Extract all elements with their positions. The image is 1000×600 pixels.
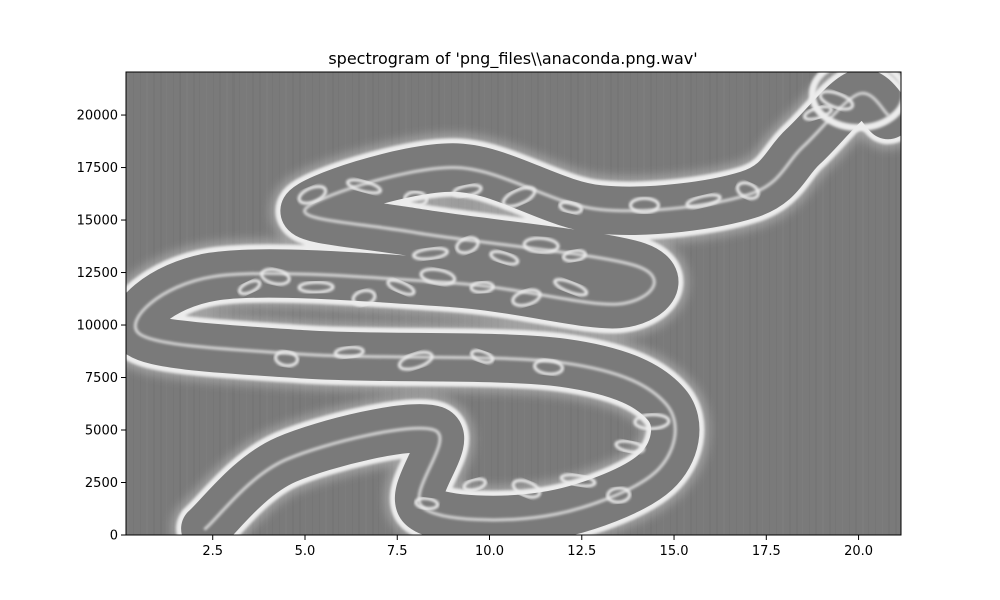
noise-streak [743, 72, 744, 535]
y-tick-label: 17500 [77, 161, 118, 176]
snake-scale [606, 486, 632, 504]
snake-scale [346, 178, 383, 195]
snake-head [808, 72, 901, 132]
y-tick-label: 0 [110, 529, 118, 544]
snake-scale [522, 236, 560, 254]
snake-scale [351, 288, 377, 307]
noise-streak [849, 72, 850, 535]
snake-scale [469, 280, 495, 294]
noise-streak [716, 72, 718, 535]
snake-scale [511, 478, 542, 499]
y-tick-label: 12500 [77, 266, 118, 281]
noise-streak [789, 72, 791, 535]
noise-streak [895, 72, 897, 535]
snake-scale [237, 279, 262, 296]
noise-streak [782, 72, 784, 535]
snake-scale [455, 236, 480, 255]
noise-streak [809, 72, 810, 535]
snake-scale [397, 350, 434, 371]
x-tick-label: 7.5 [387, 544, 408, 559]
noise-streak [868, 72, 869, 535]
noise-streak [756, 72, 758, 535]
noise-streak [829, 72, 831, 535]
y-tick-label: 15000 [77, 214, 118, 229]
noise-streak [729, 72, 730, 535]
noise-streak [769, 72, 770, 535]
snake-outline-group [126, 72, 901, 535]
y-tick-label: 5000 [85, 424, 118, 439]
x-tick-label: 2.5 [202, 544, 223, 559]
snake-scale [533, 358, 565, 376]
noise-streak [875, 72, 876, 535]
snake-scale [735, 181, 760, 200]
noise-streak [696, 72, 697, 535]
snake-scale [470, 349, 495, 364]
x-tick-label: 15.0 [660, 544, 689, 559]
noise-streak [709, 72, 711, 535]
noise-streak [736, 72, 737, 535]
noise-streak [855, 72, 857, 535]
noise-streak [690, 72, 692, 535]
snake-scale [629, 196, 661, 214]
noise-streak [749, 72, 751, 535]
snake-scale [489, 250, 520, 266]
snake-scale [553, 278, 589, 297]
y-tick-label: 7500 [85, 371, 118, 386]
noise-streak [683, 72, 685, 535]
noise-streak [776, 72, 777, 535]
noise-streak [888, 72, 890, 535]
snake-scale [419, 267, 457, 286]
noise-streak [723, 72, 725, 535]
snake-scale [297, 184, 328, 205]
plot-frame [125, 71, 902, 536]
snake-scale [633, 413, 671, 431]
spectrogram-image [126, 72, 901, 535]
snake-scale [260, 267, 291, 286]
snake-scale [414, 496, 440, 511]
snake-scale [297, 280, 335, 294]
snake-scale [614, 439, 646, 454]
snake-scale [501, 186, 537, 208]
noise-streak [802, 72, 803, 535]
snake-scale [274, 350, 299, 368]
y-tick-label: 20000 [77, 109, 118, 124]
x-tick-label: 5.0 [295, 544, 316, 559]
noise-streak [835, 72, 836, 535]
y-tick-label: 10000 [77, 319, 118, 334]
noise-streak [815, 72, 817, 535]
snake-scale [818, 90, 855, 111]
x-tick-label: 10.0 [475, 544, 504, 559]
snake-scale [511, 288, 542, 307]
snake-scale [559, 473, 597, 488]
snake-scale [403, 190, 429, 208]
noise-streak [822, 72, 824, 535]
noise-streak [796, 72, 798, 535]
snake-scale [558, 200, 583, 215]
noise-streak [762, 72, 763, 535]
noise-streak [882, 72, 883, 535]
y-tick-label: 2500 [85, 476, 118, 491]
noise-streak [862, 72, 864, 535]
x-tick-label: 17.5 [752, 544, 781, 559]
snake-spine-line [133, 91, 890, 531]
noise-streak [842, 72, 843, 535]
snake-scale [386, 278, 416, 296]
snake-scale [685, 193, 722, 209]
snake-scale [452, 183, 483, 198]
snake-scale [802, 105, 833, 121]
snake-scale [462, 477, 487, 492]
snake-scale [333, 345, 365, 359]
x-tick-label: 12.5 [567, 544, 596, 559]
noise-streak [703, 72, 704, 535]
x-axis: 2.5 5.0 7.5 10.0 12.5 15.0 17.5 20.0 [202, 535, 873, 559]
y-axis: 0 2500 5000 7500 10000 12500 15000 17500 20000 [77, 109, 126, 544]
snake-scale [412, 246, 449, 261]
chart-title: spectrogram of 'png_files\\anaconda.png.… [328, 49, 697, 69]
x-tick-label: 20.0 [844, 544, 873, 559]
snake-scale [562, 249, 587, 263]
